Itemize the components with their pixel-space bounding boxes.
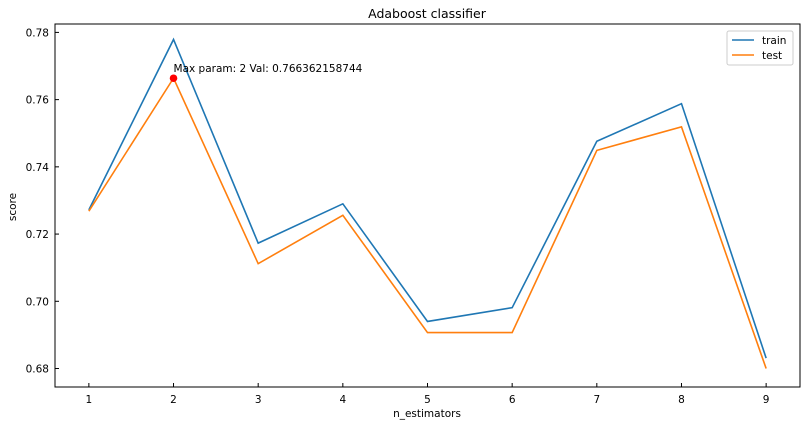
x-tick-label: 9 bbox=[763, 394, 770, 406]
max-annotation: Max param: 2 Val: 0.766362158744 bbox=[174, 63, 363, 75]
x-tick-label: 2 bbox=[170, 394, 177, 406]
plot-area bbox=[54, 23, 801, 388]
plot-frame bbox=[54, 23, 801, 388]
x-tick-label: 8 bbox=[678, 394, 685, 406]
legend-label-train: train bbox=[762, 35, 786, 47]
y-tick-label: 0.74 bbox=[26, 162, 50, 174]
x-axis: 1 2 3 4 5 6 7 8 9 bbox=[86, 383, 770, 406]
annotation-layer: Max param: 2 Val: 0.766362158744 bbox=[169, 63, 363, 83]
y-axis-label: score bbox=[7, 193, 19, 221]
legend: train test bbox=[726, 30, 794, 66]
y-axis: 0.68 0.70 0.72 0.74 0.76 0.78 bbox=[26, 27, 59, 376]
x-tick-label: 3 bbox=[255, 394, 262, 406]
y-tick-label: 0.72 bbox=[26, 229, 49, 241]
series-line-test bbox=[88, 76, 767, 369]
y-tick-label: 0.78 bbox=[26, 27, 49, 39]
y-tick-label: 0.68 bbox=[26, 364, 49, 376]
x-axis-label: n_estimators bbox=[393, 408, 461, 420]
x-tick-label: 5 bbox=[424, 394, 431, 406]
series-line-train bbox=[88, 37, 767, 359]
y-tick-label: 0.70 bbox=[26, 296, 49, 308]
chart-title: Adaboost classifier bbox=[368, 6, 487, 21]
x-tick-label: 1 bbox=[86, 394, 93, 406]
y-tick-label: 0.76 bbox=[26, 95, 50, 107]
legend-label-test: test bbox=[762, 50, 782, 62]
x-tick-label: 6 bbox=[509, 394, 516, 406]
max-point-marker bbox=[169, 74, 178, 83]
x-tick-label: 4 bbox=[339, 394, 346, 406]
x-tick-label: 7 bbox=[593, 394, 600, 406]
series-layer bbox=[88, 37, 767, 369]
